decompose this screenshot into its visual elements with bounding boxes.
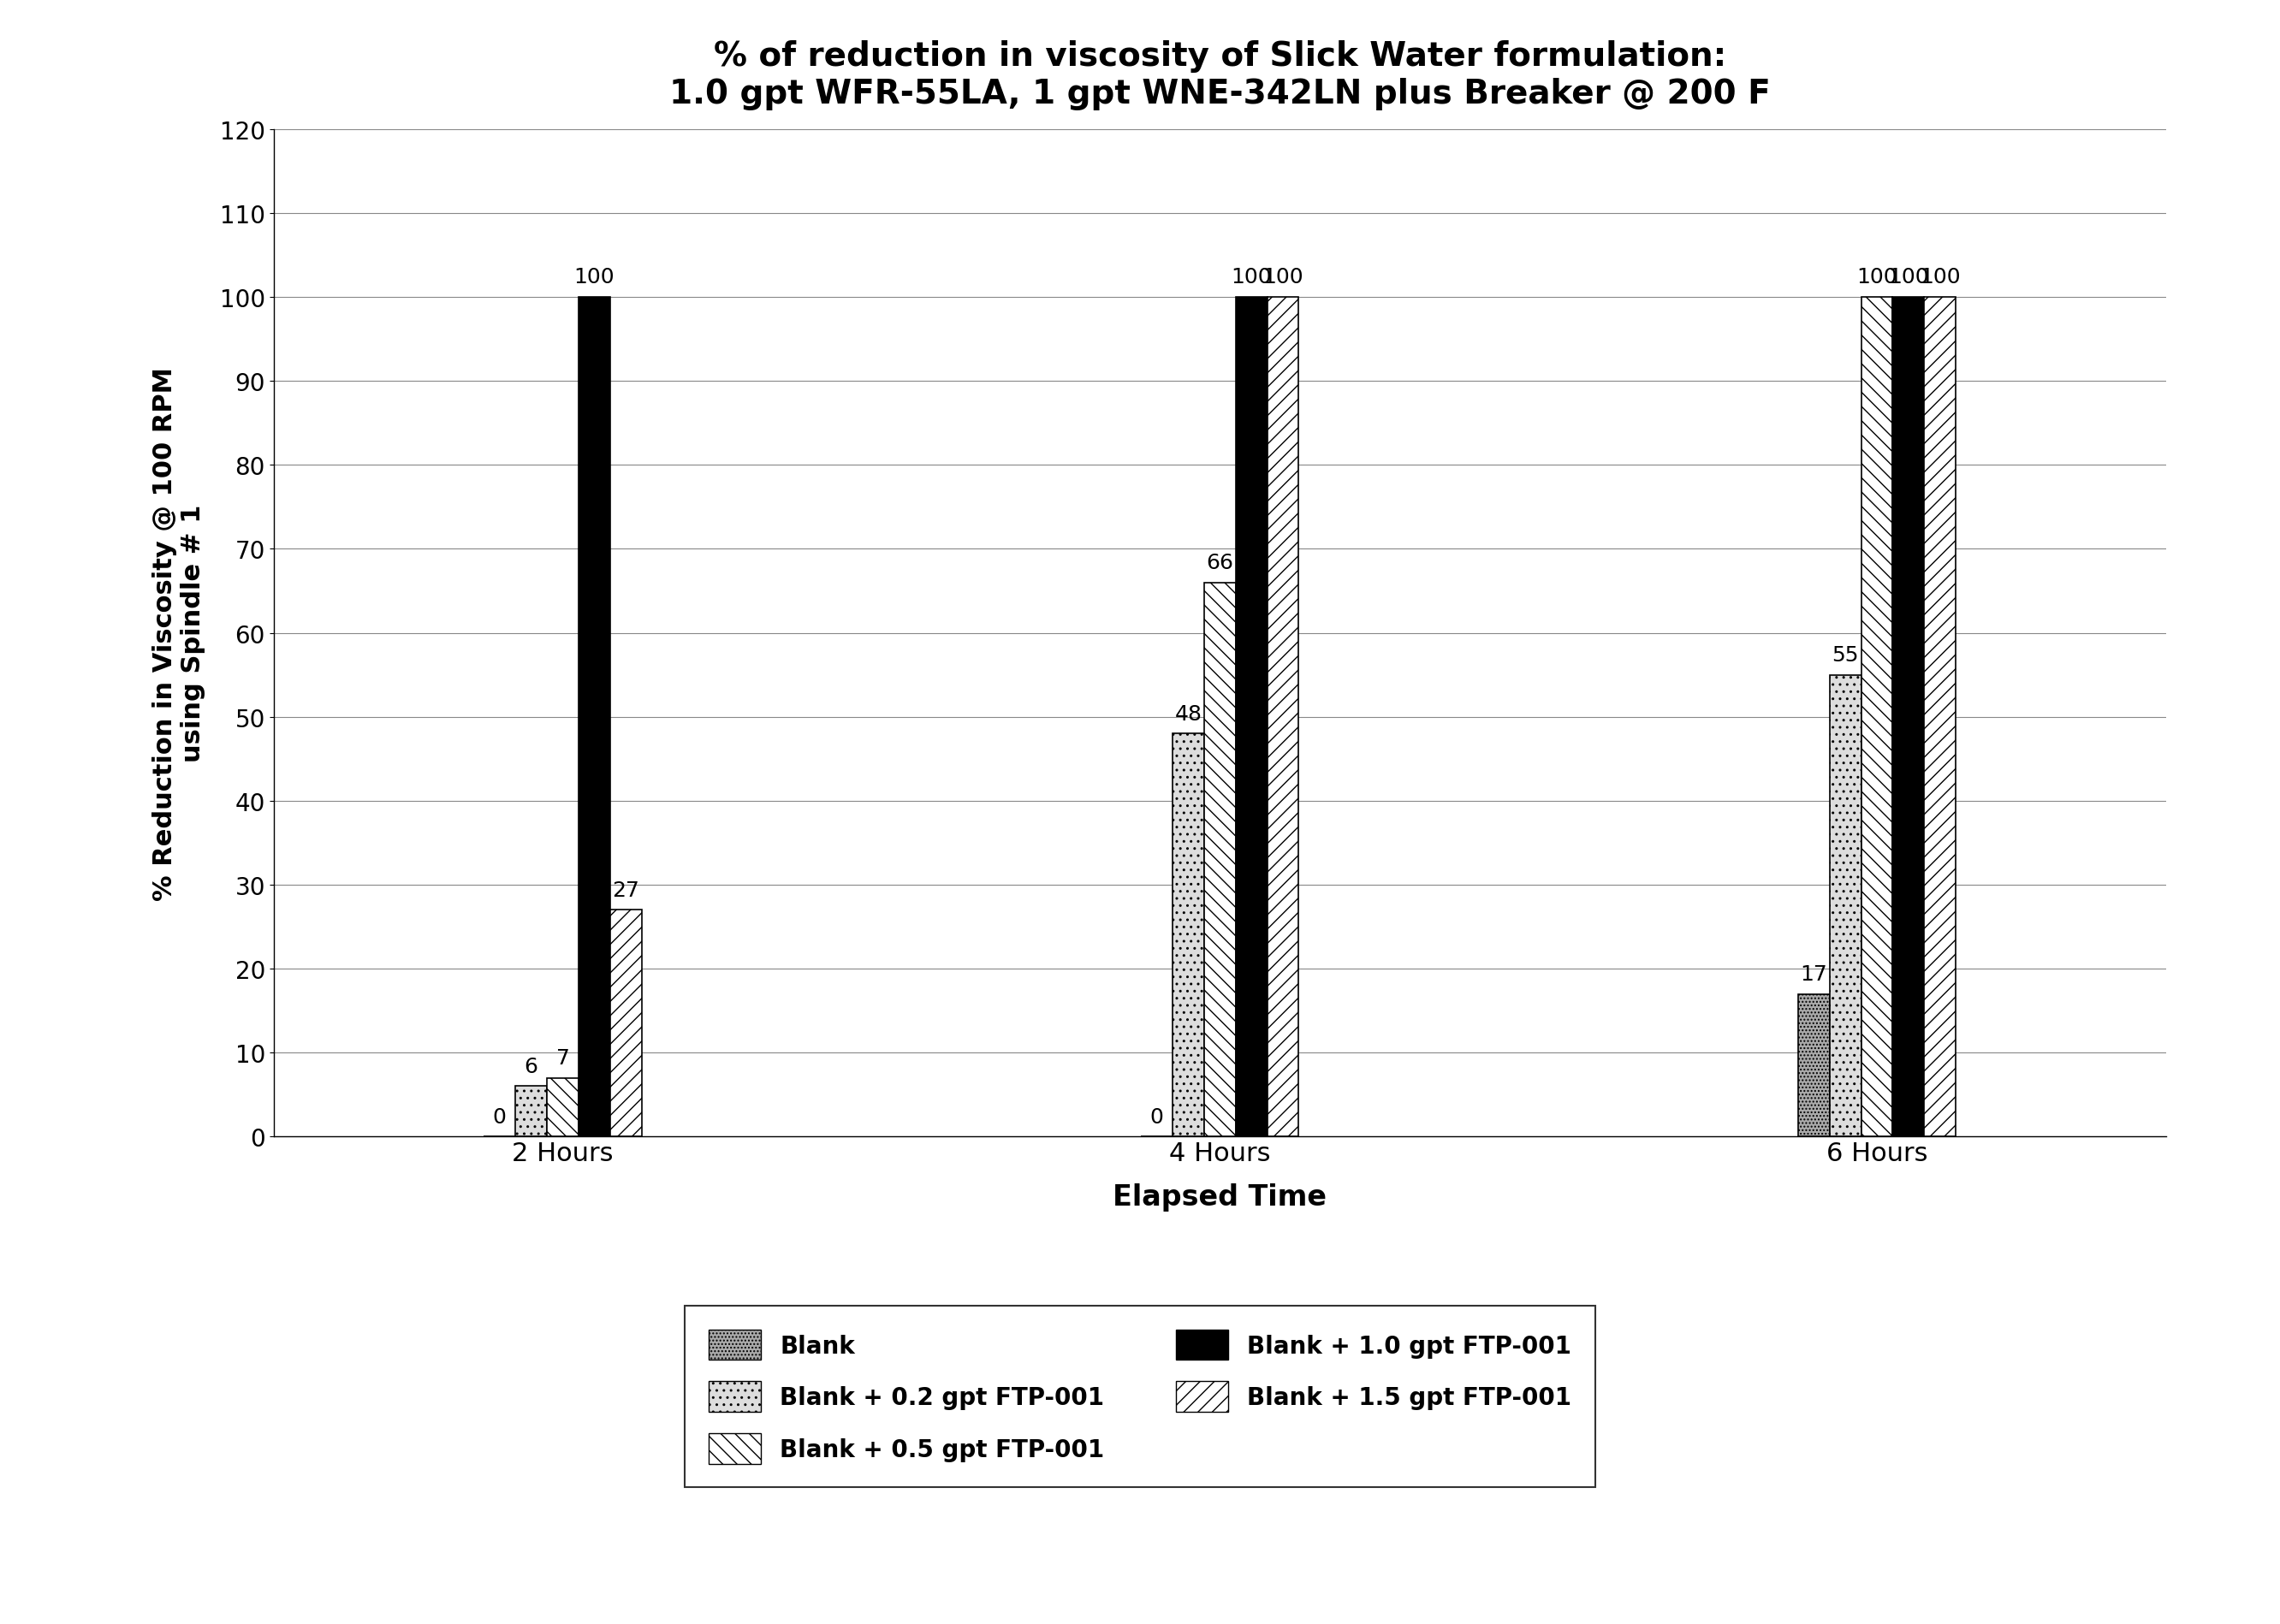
Legend: Blank, Blank + 0.2 gpt FTP-001, Blank + 0.5 gpt FTP-001, Blank + 1.0 gpt FTP-001: Blank, Blank + 0.2 gpt FTP-001, Blank + …	[684, 1306, 1596, 1488]
Bar	[611, 909, 641, 1137]
Text: 0: 0	[1149, 1106, 1163, 1127]
Bar	[1236, 297, 1268, 1137]
Bar	[1204, 583, 1236, 1137]
Text: 100: 100	[1888, 266, 1929, 287]
Text: 7: 7	[556, 1047, 570, 1069]
X-axis label: Elapsed Time: Elapsed Time	[1113, 1182, 1327, 1210]
Text: 100: 100	[1231, 266, 1272, 287]
Text: 17: 17	[1801, 963, 1826, 984]
Bar	[579, 297, 611, 1137]
Text: 66: 66	[1206, 552, 1233, 573]
Bar	[515, 1086, 547, 1137]
Bar	[1924, 297, 1956, 1137]
Text: 100: 100	[1856, 266, 1897, 287]
Bar	[1172, 734, 1204, 1137]
Bar	[1268, 297, 1300, 1137]
Text: 0: 0	[492, 1106, 506, 1127]
Y-axis label: % Reduction in Viscosity @ 100 RPM
using Spindle # 1: % Reduction in Viscosity @ 100 RPM using…	[153, 367, 205, 900]
Text: 100: 100	[1263, 266, 1304, 287]
Text: 100: 100	[575, 266, 616, 287]
Bar	[1829, 676, 1860, 1137]
Bar	[547, 1078, 579, 1137]
Text: 27: 27	[611, 880, 638, 900]
Bar	[1799, 994, 1829, 1137]
Text: 100: 100	[1920, 266, 1961, 287]
Title: % of reduction in viscosity of Slick Water formulation:
1.0 gpt WFR-55LA, 1 gpt : % of reduction in viscosity of Slick Wat…	[668, 41, 1772, 110]
Bar	[1860, 297, 1892, 1137]
Bar	[1892, 297, 1924, 1137]
Text: 55: 55	[1831, 645, 1858, 666]
Text: 48: 48	[1174, 703, 1202, 724]
Text: 6: 6	[524, 1056, 538, 1077]
